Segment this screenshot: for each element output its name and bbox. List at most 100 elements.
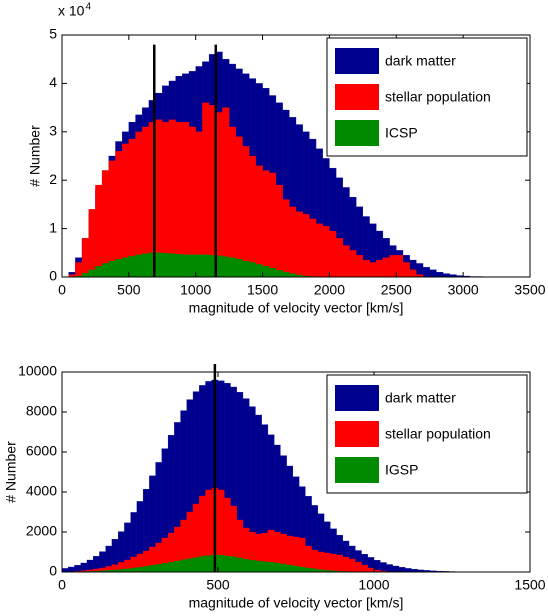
- legend-swatch: [335, 457, 379, 483]
- histogram-bar: [88, 209, 96, 278]
- y-tick-label: 0: [49, 563, 57, 579]
- histogram-bar: [108, 160, 116, 278]
- histogram-bar: [249, 262, 257, 278]
- histogram-bar: [122, 257, 130, 278]
- histogram-bar: [74, 565, 81, 573]
- histogram-bar: [202, 254, 210, 278]
- histogram-bar: [349, 250, 357, 278]
- y-tick-label: 5: [49, 26, 57, 42]
- histogram-bar: [188, 126, 196, 278]
- chart: 0 500 1000 1500 0 2000 4000 6000 8000 10000 magnit…: [3, 363, 546, 611]
- histogram-bar: [168, 119, 176, 278]
- histogram-bar: [188, 254, 196, 278]
- histogram-bar: [182, 254, 190, 278]
- histogram-bar: [436, 272, 444, 278]
- histogram-bar: [322, 226, 330, 278]
- histogram-bar: [182, 121, 190, 278]
- histogram-bar: [405, 568, 412, 573]
- histogram-bar: [342, 245, 350, 278]
- y-tick-label: 4000: [26, 483, 57, 499]
- legend-swatch: [335, 120, 379, 146]
- histogram-bar: [242, 559, 250, 573]
- histogram-bar: [175, 121, 183, 278]
- histogram-bar: [81, 272, 89, 278]
- y-multiplier-exponent: 4: [85, 2, 91, 13]
- histogram-bar: [108, 260, 116, 278]
- histogram-bar: [298, 566, 306, 573]
- histogram-bar: [149, 565, 156, 573]
- histogram-bar: [242, 260, 250, 278]
- histogram-bar: [142, 253, 150, 278]
- y-tick-label: 1: [49, 219, 57, 235]
- histogram-bar: [255, 165, 263, 278]
- histogram-bar: [380, 562, 387, 573]
- histogram-bar: [122, 143, 130, 278]
- histogram-bar: [389, 255, 397, 278]
- histogram-bar: [261, 561, 269, 573]
- x-tick-label: 3000: [448, 282, 479, 298]
- histogram-bar: [167, 562, 175, 573]
- chart: 0 500 1000 1500 2000 2500 3000 3500 0 1 2 3 4 5 magnit…: [27, 2, 546, 316]
- histogram-bar: [402, 262, 410, 278]
- histogram-bar: [335, 238, 343, 278]
- y-tick-label: 10000: [18, 363, 57, 379]
- histogram-bar: [292, 565, 300, 573]
- axes-box: [61, 34, 531, 278]
- histogram-bar: [155, 252, 163, 278]
- histogram-bar: [330, 553, 337, 573]
- y-tick-label: 6000: [26, 443, 57, 459]
- histogram-bar: [61, 568, 69, 573]
- histogram-bar: [242, 146, 250, 278]
- legend-label: dark matter: [385, 53, 456, 69]
- histogram-bar: [295, 211, 303, 278]
- y-tick-label: 2000: [26, 523, 57, 539]
- histogram-bar: [255, 264, 263, 278]
- x-tick-label: 2000: [314, 282, 345, 298]
- histogram-bar: [75, 262, 83, 278]
- histogram-bar: [442, 273, 450, 278]
- histogram-bar: [162, 253, 170, 278]
- x-tick-label: 2500: [381, 282, 412, 298]
- histogram-bar: [255, 560, 262, 573]
- histogram-bar: [382, 257, 390, 278]
- histogram-bar: [142, 566, 150, 573]
- histogram-bar: [136, 567, 144, 573]
- histogram-bar: [323, 552, 331, 573]
- legend-label: stellar population: [385, 89, 491, 105]
- x-tick-label: 1500: [514, 577, 545, 593]
- histogram-bar: [174, 560, 181, 573]
- x-tick-label: 0: [58, 282, 66, 298]
- histogram-bar: [128, 256, 136, 278]
- histogram-bar: [348, 558, 356, 573]
- histogram-bar: [217, 555, 225, 573]
- histogram-bar: [95, 266, 103, 278]
- histogram-bar: [386, 564, 393, 573]
- histogram-bar: [88, 269, 96, 278]
- legend-swatch: [335, 48, 379, 74]
- histogram-bar: [115, 151, 123, 278]
- legend-label: stellar population: [385, 426, 491, 442]
- histogram-bar: [195, 254, 203, 278]
- y-tick-label: 4: [49, 74, 57, 90]
- histogram-bar: [342, 556, 350, 573]
- histogram-bar: [422, 267, 430, 278]
- x-axis-label: magnitude of velocity vector [km/s]: [189, 300, 404, 316]
- histogram-bar: [205, 555, 212, 573]
- x-tick-label: 500: [117, 282, 141, 298]
- histogram-bar: [396, 255, 404, 278]
- histogram-bar: [275, 184, 283, 278]
- legend-swatch: [335, 421, 379, 447]
- histogram-bar: [115, 258, 123, 278]
- histogram-bar: [224, 555, 231, 573]
- histogram-bar: [262, 170, 270, 278]
- histogram-bar: [101, 170, 109, 278]
- histogram-bar: [135, 254, 143, 278]
- x-tick-label: 0: [58, 577, 66, 593]
- histogram-bar: [199, 556, 206, 573]
- x-tick-label: 1000: [358, 577, 389, 593]
- histogram-bar: [222, 107, 230, 278]
- x-tick-label: 3500: [514, 282, 545, 298]
- histogram-bar: [230, 556, 237, 573]
